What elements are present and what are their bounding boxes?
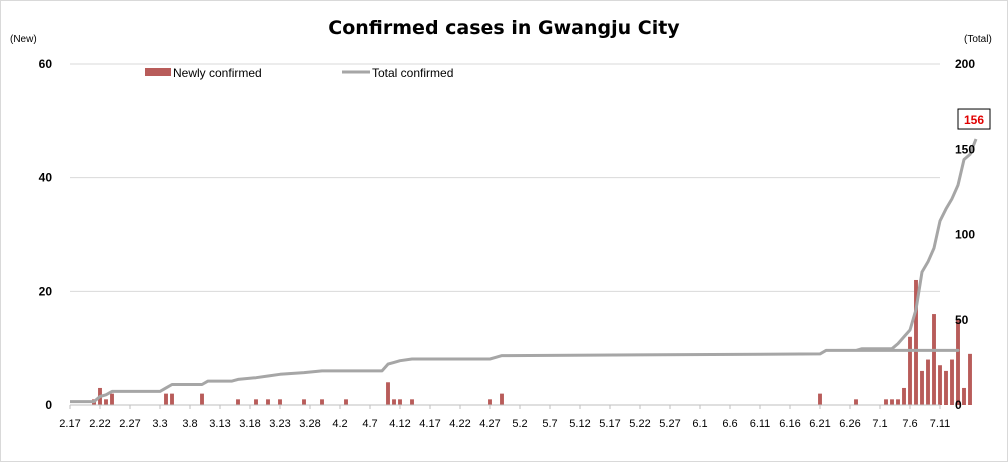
x-tick-label: 7.11 bbox=[930, 418, 951, 430]
bar-newly-confirmed bbox=[488, 399, 492, 405]
x-tick-label: 2.17 bbox=[59, 418, 80, 430]
bar-newly-confirmed bbox=[266, 399, 270, 405]
total-callout: 156 bbox=[957, 108, 991, 130]
x-tick-label: 3.13 bbox=[209, 418, 230, 430]
bar-newly-confirmed bbox=[962, 387, 966, 405]
right-y-tick-label: 0 bbox=[955, 398, 962, 412]
x-tick-label: 7.6 bbox=[902, 418, 917, 430]
bar-newly-confirmed bbox=[320, 399, 324, 405]
x-tick-label: 4.27 bbox=[479, 418, 500, 430]
x-tick-label: 4.22 bbox=[449, 418, 470, 430]
right-y-tick-label: 100 bbox=[955, 228, 975, 242]
x-tick-label: 3.28 bbox=[299, 418, 320, 430]
bar-newly-confirmed bbox=[398, 399, 402, 405]
x-tick-label: 6.11 bbox=[750, 418, 771, 430]
legend-label-total-confirmed: Total confirmed bbox=[372, 66, 453, 80]
left-y-tick-label: 0 bbox=[45, 398, 52, 412]
bar-newly-confirmed bbox=[908, 336, 912, 405]
chart-title: Confirmed cases in Gwangju City bbox=[328, 17, 680, 39]
right-y-tick-label: 150 bbox=[955, 142, 975, 156]
x-tick-label: 5.17 bbox=[599, 418, 620, 430]
bar-newly-confirmed bbox=[938, 365, 942, 405]
x-tick-label: 5.27 bbox=[659, 418, 680, 430]
bar-newly-confirmed bbox=[164, 393, 168, 405]
bar-newly-confirmed bbox=[236, 399, 240, 405]
bar-newly-confirmed bbox=[896, 399, 900, 405]
x-tick-label: 4.2 bbox=[332, 418, 347, 430]
bar-newly-confirmed bbox=[944, 370, 948, 405]
bar-newly-confirmed bbox=[818, 393, 822, 405]
bar-newly-confirmed bbox=[302, 399, 306, 405]
bar-newly-confirmed bbox=[500, 393, 504, 405]
axes: 0 20 40 60 0 50 100 150 200 2.17 2.22 2.27 3.3 3.8 3.1… bbox=[39, 57, 976, 430]
right-axis-unit: (Total) bbox=[964, 34, 992, 45]
gridlines bbox=[70, 63, 940, 292]
x-tick-label: 6.21 bbox=[809, 418, 830, 430]
x-tick-label: 3.23 bbox=[269, 418, 290, 430]
line-total-confirmed bbox=[70, 138, 978, 404]
legend-label-newly-confirmed: Newly confirmed bbox=[173, 66, 262, 80]
bar-newly-confirmed bbox=[854, 399, 858, 405]
bar-newly-confirmed bbox=[968, 353, 972, 405]
x-tick-label: 3.18 bbox=[239, 418, 260, 430]
x-tick-label: 3.8 bbox=[182, 418, 197, 430]
bar-newly-confirmed bbox=[890, 399, 894, 405]
x-tick-label: 7.1 bbox=[872, 418, 887, 430]
x-tick-label: 6.26 bbox=[839, 418, 860, 430]
bar-newly-confirmed bbox=[344, 399, 348, 405]
x-tick-label: 5.7 bbox=[542, 418, 557, 430]
x-tick-label: 5.22 bbox=[629, 418, 650, 430]
right-y-tick-label: 200 bbox=[955, 57, 975, 71]
x-tick-label: 4.12 bbox=[389, 418, 410, 430]
bar-newly-confirmed bbox=[914, 279, 918, 405]
left-y-tick-label: 20 bbox=[39, 284, 53, 298]
right-y-tick-label: 50 bbox=[955, 313, 969, 327]
bar-series-newly-confirmed bbox=[92, 279, 972, 405]
legend: Newly confirmed Total confirmed bbox=[145, 66, 453, 80]
x-tick-label: 5.12 bbox=[569, 418, 590, 430]
bar-newly-confirmed bbox=[884, 399, 888, 405]
bar-newly-confirmed bbox=[392, 399, 396, 405]
x-tick-label: 6.6 bbox=[722, 418, 737, 430]
x-tick-label: 4.17 bbox=[419, 418, 440, 430]
x-tick-label: 5.2 bbox=[512, 418, 527, 430]
line-series-total-confirmed bbox=[70, 138, 978, 404]
bar-newly-confirmed bbox=[926, 359, 930, 405]
x-tick-label: 4.7 bbox=[362, 418, 377, 430]
bar-newly-confirmed bbox=[104, 399, 108, 405]
bar-newly-confirmed bbox=[956, 319, 960, 405]
bar-newly-confirmed bbox=[386, 382, 390, 405]
bar-newly-confirmed bbox=[932, 314, 936, 405]
bar-newly-confirmed bbox=[902, 387, 906, 405]
left-y-tick-label: 60 bbox=[39, 57, 53, 71]
bar-newly-confirmed bbox=[920, 370, 924, 405]
callout-box bbox=[957, 108, 991, 130]
x-tick-label: 6.16 bbox=[779, 418, 800, 430]
x-tick-label: 2.27 bbox=[119, 418, 140, 430]
x-tick-label: 2.22 bbox=[89, 418, 110, 430]
bar-newly-confirmed bbox=[254, 399, 258, 405]
bar-newly-confirmed bbox=[200, 393, 204, 405]
x-tick-label: 6.1 bbox=[692, 418, 707, 430]
bar-newly-confirmed bbox=[110, 393, 114, 405]
left-axis-unit: (New) bbox=[10, 34, 37, 45]
callout-value: 156 bbox=[964, 113, 984, 127]
bar-newly-confirmed bbox=[278, 399, 282, 405]
x-tick-label: 3.3 bbox=[152, 418, 167, 430]
bar-newly-confirmed bbox=[170, 393, 174, 405]
left-y-tick-label: 40 bbox=[39, 171, 53, 185]
bar-newly-confirmed bbox=[410, 399, 414, 405]
bar-newly-confirmed bbox=[950, 359, 954, 405]
legend-swatch-newly-confirmed bbox=[145, 68, 171, 76]
